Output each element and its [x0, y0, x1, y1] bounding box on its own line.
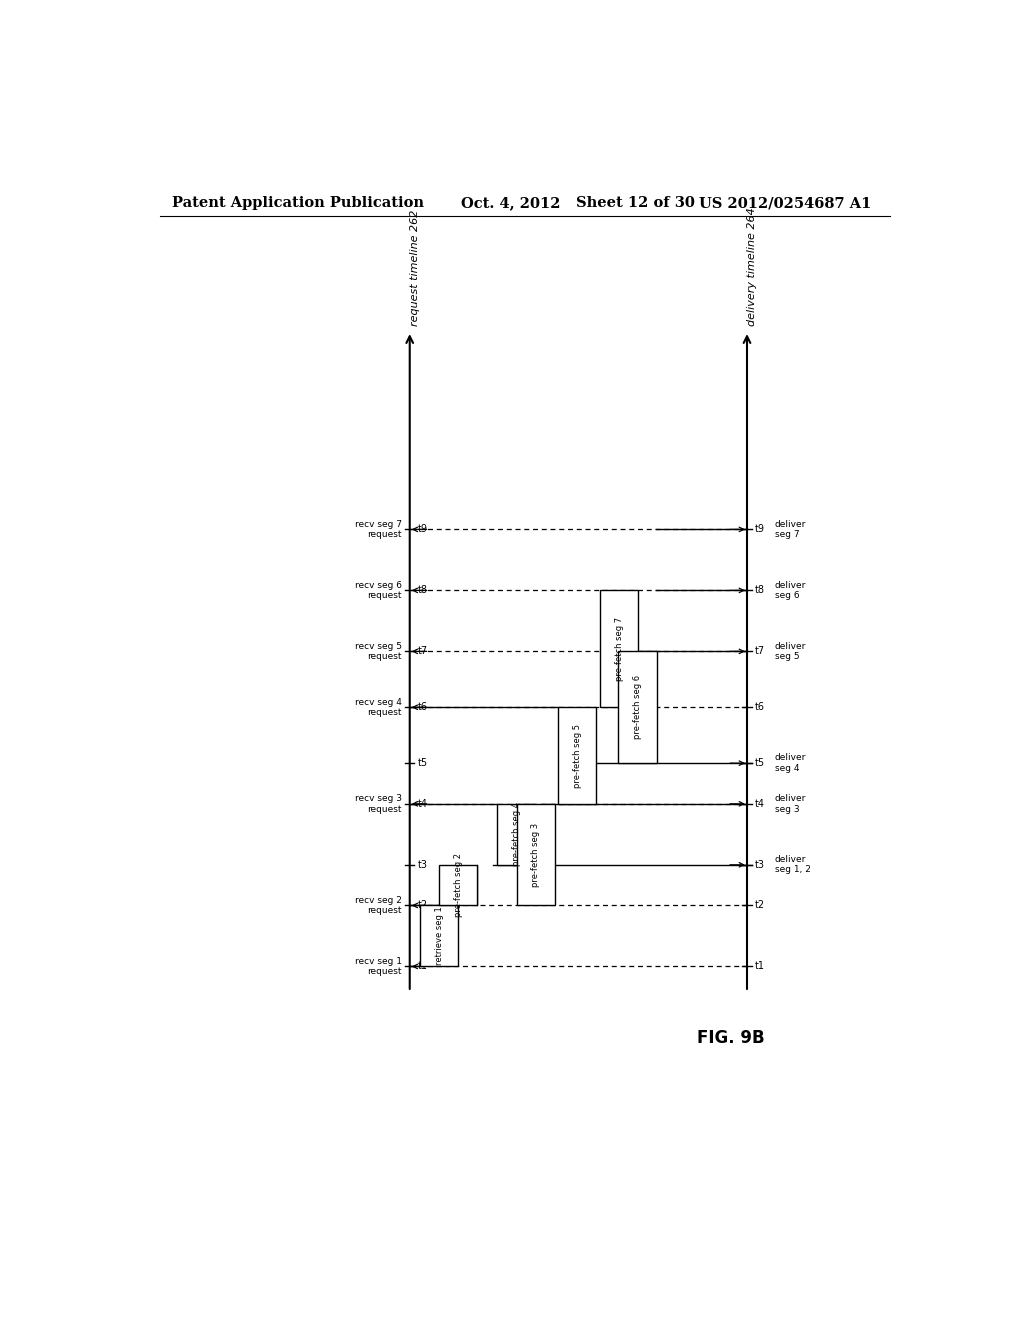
Bar	[600, 590, 638, 708]
Text: delivery timeline 264: delivery timeline 264	[748, 207, 757, 326]
Text: Sheet 12 of 30: Sheet 12 of 30	[577, 197, 695, 210]
Text: t9: t9	[418, 524, 428, 535]
Text: FIG. 9B: FIG. 9B	[697, 1028, 765, 1047]
Text: deliver
seg 4: deliver seg 4	[775, 754, 806, 772]
Text: t9: t9	[755, 524, 765, 535]
Text: t6: t6	[418, 702, 428, 713]
Bar	[618, 651, 656, 763]
Text: recv seg 1
request: recv seg 1 request	[354, 957, 401, 975]
Bar	[497, 804, 536, 865]
Text: t8: t8	[418, 585, 428, 595]
Text: t4: t4	[418, 799, 428, 809]
Text: US 2012/0254687 A1: US 2012/0254687 A1	[699, 197, 871, 210]
Bar	[420, 906, 458, 966]
Text: t2: t2	[418, 900, 428, 911]
Text: pre-fetch seg 7: pre-fetch seg 7	[614, 616, 624, 681]
Text: t2: t2	[755, 900, 765, 911]
Text: recv seg 7
request: recv seg 7 request	[354, 520, 401, 539]
Text: request timeline 262: request timeline 262	[410, 210, 420, 326]
Text: recv seg 4
request: recv seg 4 request	[355, 697, 401, 717]
Text: t1: t1	[418, 961, 428, 972]
Text: deliver
seg 6: deliver seg 6	[775, 581, 806, 601]
Text: pre-fetch seg 3: pre-fetch seg 3	[531, 822, 541, 887]
Bar	[558, 708, 596, 804]
Bar	[517, 804, 555, 906]
Text: t7: t7	[755, 647, 765, 656]
Text: t8: t8	[755, 585, 765, 595]
Bar	[439, 865, 477, 906]
Text: pre-fetch seg 2: pre-fetch seg 2	[454, 853, 463, 917]
Text: deliver
seg 1, 2: deliver seg 1, 2	[775, 855, 811, 874]
Text: deliver
seg 7: deliver seg 7	[775, 520, 806, 539]
Text: retrieve seg 1: retrieve seg 1	[434, 907, 443, 965]
Text: deliver
seg 5: deliver seg 5	[775, 642, 806, 661]
Text: pre-fetch seg 5: pre-fetch seg 5	[572, 723, 582, 788]
Text: deliver
seg 3: deliver seg 3	[775, 795, 806, 813]
Text: Patent Application Publication: Patent Application Publication	[172, 197, 424, 210]
Text: t7: t7	[418, 647, 428, 656]
Text: recv seg 3
request: recv seg 3 request	[354, 795, 401, 813]
Text: recv seg 2
request: recv seg 2 request	[355, 896, 401, 915]
Text: t5: t5	[755, 758, 765, 768]
Text: t1: t1	[755, 961, 765, 972]
Text: t5: t5	[418, 758, 428, 768]
Text: recv seg 6
request: recv seg 6 request	[354, 581, 401, 601]
Text: t6: t6	[755, 702, 765, 713]
Text: t3: t3	[418, 859, 428, 870]
Text: t3: t3	[755, 859, 765, 870]
Text: t4: t4	[755, 799, 765, 809]
Text: pre-fetch seg 4: pre-fetch seg 4	[512, 803, 520, 866]
Text: recv seg 5
request: recv seg 5 request	[354, 642, 401, 661]
Text: Oct. 4, 2012: Oct. 4, 2012	[461, 197, 561, 210]
Text: pre-fetch seg 6: pre-fetch seg 6	[633, 676, 642, 739]
